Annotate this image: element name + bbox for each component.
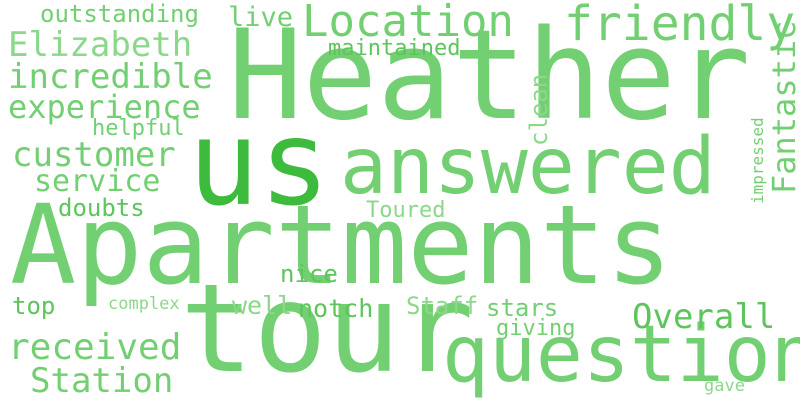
word-stars: stars (486, 294, 559, 322)
word-friendly: friendly (564, 0, 796, 52)
word-apartments: Apartments (10, 181, 673, 309)
word-well: well (232, 291, 293, 320)
word-questions: questions (442, 310, 800, 400)
word-fantastic: Fantastic (765, 20, 800, 194)
word-outstanding: outstanding (40, 0, 199, 28)
word-elizabeth: Elizabeth (8, 25, 193, 65)
word-tour: tour (180, 258, 474, 400)
word-staff: Staff (406, 292, 479, 320)
word-impressed: impressed (748, 117, 767, 204)
word-location: Location (302, 0, 514, 47)
word-service: service (34, 164, 161, 199)
word-top: top (12, 292, 56, 320)
word-complex: complex (108, 294, 180, 314)
word-clean: clean (525, 73, 553, 146)
word-notch: notch (298, 294, 374, 323)
word-nice: nice (280, 260, 338, 288)
word-gave: gave (704, 376, 745, 396)
word-us: us (188, 94, 331, 232)
word-answered: answered (340, 122, 716, 212)
word-station: Station (30, 361, 174, 400)
word-giving: giving (496, 316, 576, 341)
word-incredible: incredible (8, 57, 213, 97)
word-experience: experience (8, 88, 201, 126)
word-overall: Overall (632, 297, 776, 337)
word-helpful: helpful (92, 116, 185, 141)
word-doubts: doubts (58, 194, 145, 222)
word-live: live (228, 2, 294, 33)
word-customer: customer (12, 135, 176, 175)
word-received: received (8, 327, 182, 368)
word-heather: Heather (228, 4, 751, 148)
word-maintained: maintained (328, 36, 461, 61)
word-toured: Toured (366, 198, 446, 223)
